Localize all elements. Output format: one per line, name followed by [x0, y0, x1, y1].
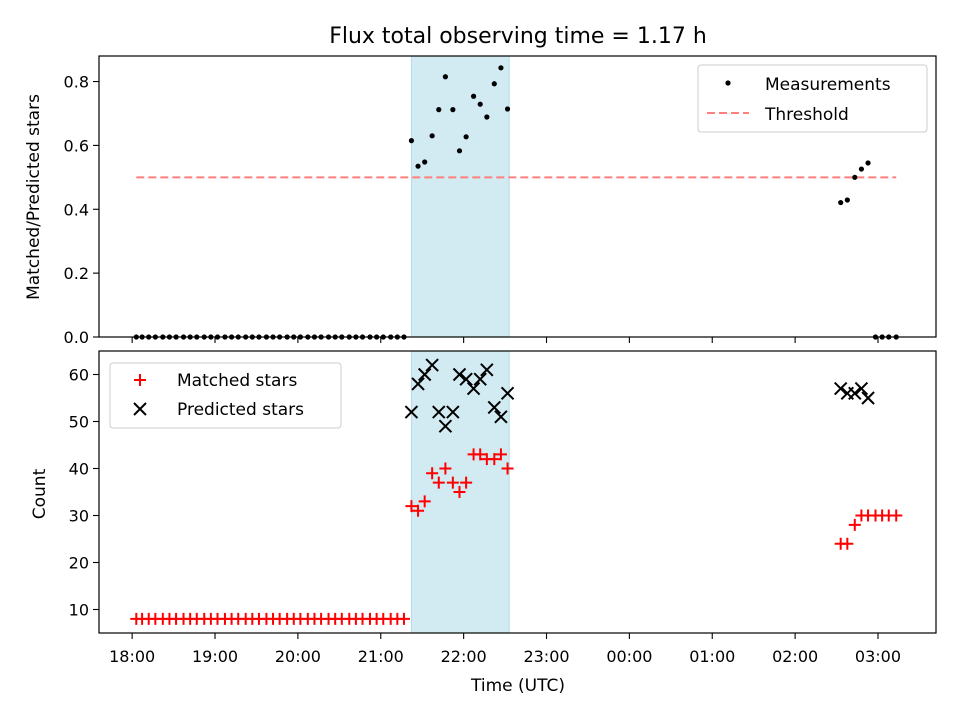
x-axis-label: Time (UTC) — [470, 676, 565, 696]
x-tick-label: 18:00 — [109, 647, 155, 666]
matched-stars-point — [501, 462, 514, 475]
bottom-axes-frame — [98, 350, 937, 634]
measurement-point — [429, 133, 435, 139]
measurement-point — [491, 81, 497, 87]
predicted-stars-point — [417, 367, 432, 382]
legend-threshold-label: Threshold — [764, 105, 849, 125]
measurement-point — [436, 107, 442, 113]
y-tick-label: 0.2 — [64, 264, 89, 283]
bottom-legend-box — [109, 362, 342, 429]
y-tick-label: 0.8 — [64, 73, 89, 92]
legend-measurements-marker — [725, 80, 731, 86]
observing-window-shade — [410, 55, 510, 338]
matched-stars-point — [494, 448, 507, 461]
matched-stars-point — [439, 462, 452, 475]
predicted-stars-point — [425, 358, 439, 372]
matched-stars-point — [460, 476, 473, 489]
predicted-stars-point — [473, 372, 487, 386]
y-tick-label: 20 — [69, 554, 89, 573]
matched-stars-point — [446, 476, 459, 489]
top-legend: Measurements Threshold — [697, 64, 928, 133]
chart-title: Flux total observing time = 1.17 h — [329, 24, 707, 49]
measurement-point — [456, 148, 463, 154]
predicted-stars-point — [494, 410, 508, 424]
top-panel: 0.00.20.40.60.8 Matched/Predicted stars … — [24, 55, 937, 347]
measurement-point — [442, 74, 449, 80]
measurement-point — [463, 134, 469, 140]
bottom-y-axis-label: Count — [30, 468, 50, 519]
predicted-stars-point — [500, 386, 515, 401]
matched-stars-point — [432, 476, 445, 489]
measurement-point — [852, 174, 858, 180]
measurement-point — [450, 107, 456, 113]
predicted-stars-point — [404, 405, 419, 419]
matched-stars-point — [488, 453, 501, 466]
matched-stars-point — [397, 612, 410, 625]
legend-predicted-marker — [133, 402, 147, 416]
x-tick-label: 01:00 — [689, 647, 735, 666]
predicted-stars-point — [848, 386, 862, 401]
measurement-point — [484, 114, 490, 120]
predicted-stars-point — [861, 391, 875, 405]
y-tick-label: 50 — [69, 413, 89, 432]
x-tick-label: 00:00 — [606, 647, 652, 666]
measurement-point — [408, 138, 415, 144]
x-tick-label: 02:00 — [772, 647, 818, 666]
predicted-stars-point — [466, 381, 481, 396]
y-tick-label: 0.0 — [64, 328, 89, 347]
predicted-stars-point — [438, 419, 453, 433]
matched-stars-point — [848, 518, 861, 531]
legend-matched-label: Matched stars — [177, 371, 297, 391]
y-tick-label: 30 — [69, 507, 89, 526]
legend-matched-marker — [134, 374, 146, 386]
matched-stars-point — [841, 537, 854, 550]
y-tick-label: 40 — [69, 460, 89, 479]
measurement-point — [470, 93, 477, 99]
matched-stars-point — [412, 504, 425, 517]
top-axes-frame — [98, 55, 937, 338]
top-y-axis-label: Matched/Predicted stars — [24, 94, 44, 300]
y-tick-label: 10 — [69, 601, 89, 620]
bottom-panel: 10 20 30 40 50 60 18:00 19:00 20:00 21:00 22:00 23… — [30, 350, 937, 696]
predicted-stars-point — [833, 381, 848, 396]
legend-measurements-label: Measurements — [765, 75, 891, 95]
measurement-point — [858, 166, 865, 172]
predicted-stars-point — [411, 377, 425, 391]
predicted-stars-point — [854, 381, 869, 396]
y-tick-label: 0.6 — [64, 136, 89, 155]
measurement-point — [477, 101, 483, 107]
y-tick-label: 60 — [69, 366, 89, 385]
x-tick-label: 03:00 — [855, 647, 901, 666]
predicted-stars-point — [432, 405, 446, 419]
matched-stars-point — [418, 495, 431, 508]
matched-stars-point — [890, 509, 903, 522]
x-tick-label: 23:00 — [523, 647, 569, 666]
predicted-stars-point — [487, 400, 502, 415]
x-tick-label: 22:00 — [441, 647, 487, 666]
predicted-stars-point — [446, 405, 460, 419]
x-tick-label: 19:00 — [192, 647, 238, 666]
measurement-point — [415, 163, 421, 169]
measurement-point — [422, 159, 428, 165]
matched-stars-point — [453, 486, 466, 498]
matched-stars-point — [405, 500, 418, 513]
matched-stars-point — [474, 448, 487, 461]
bottom-legend: Matched stars Predicted stars — [109, 362, 342, 429]
x-tick-label: 21:00 — [358, 647, 404, 666]
predicted-stars-point — [480, 363, 494, 377]
matched-stars-point — [426, 467, 439, 480]
measurement-point — [504, 106, 511, 112]
x-tick-label: 20:00 — [275, 647, 321, 666]
measurement-point — [498, 65, 504, 71]
measurement-point — [838, 199, 844, 206]
predicted-stars-point — [459, 372, 473, 386]
top-legend-box — [697, 64, 928, 133]
measurement-point — [865, 160, 871, 166]
predicted-stars-point — [452, 367, 467, 382]
y-tick-label: 0.4 — [64, 200, 89, 219]
legend-predicted-label: Predicted stars — [177, 400, 304, 420]
measurement-point — [844, 197, 850, 203]
